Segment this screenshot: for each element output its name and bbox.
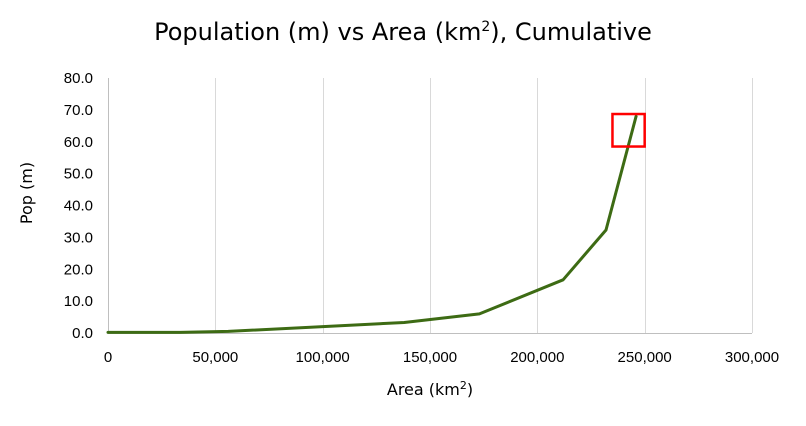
chart-title: Population (m) vs Area (km2), Cumulative xyxy=(154,18,652,46)
y-tick-label: 50.0 xyxy=(64,166,93,183)
x-tick-labels: 0 50,000 100,000 150,000 200,000 250,000 300,0… xyxy=(104,349,779,366)
x-tick-label: 0 xyxy=(104,349,112,366)
x-tick-label: 150,000 xyxy=(403,349,457,366)
y-tick-label: 80.0 xyxy=(64,70,93,87)
axes xyxy=(108,78,752,334)
y-tick-label: 20.0 xyxy=(64,261,93,278)
highlight-box xyxy=(611,112,646,148)
y-tick-label: 60.0 xyxy=(64,134,93,151)
x-tick-label: 50,000 xyxy=(192,349,238,366)
y-axis-title: Pop (m) xyxy=(17,162,36,224)
x-tick-label: 100,000 xyxy=(296,349,350,366)
y-tick-label: 70.0 xyxy=(64,102,93,119)
grid-lines xyxy=(215,78,753,333)
series-line xyxy=(106,114,638,334)
highlight-box-layer xyxy=(611,112,646,148)
data-series xyxy=(106,114,638,334)
x-tick-label: 250,000 xyxy=(618,349,672,366)
x-tick-label: 300,000 xyxy=(725,349,779,366)
y-tick-label: 10.0 xyxy=(64,293,93,310)
x-axis-title: Area (km2) xyxy=(387,379,473,400)
y-tick-labels: 0.0 10.0 20.0 30.0 40.0 50.0 60.0 70.0 80.0 xyxy=(64,70,93,342)
y-tick-label: 30.0 xyxy=(64,229,93,246)
x-tick-label: 200,000 xyxy=(510,349,564,366)
y-tick-label: 40.0 xyxy=(64,198,93,215)
y-tick-label: 0.0 xyxy=(72,325,93,342)
